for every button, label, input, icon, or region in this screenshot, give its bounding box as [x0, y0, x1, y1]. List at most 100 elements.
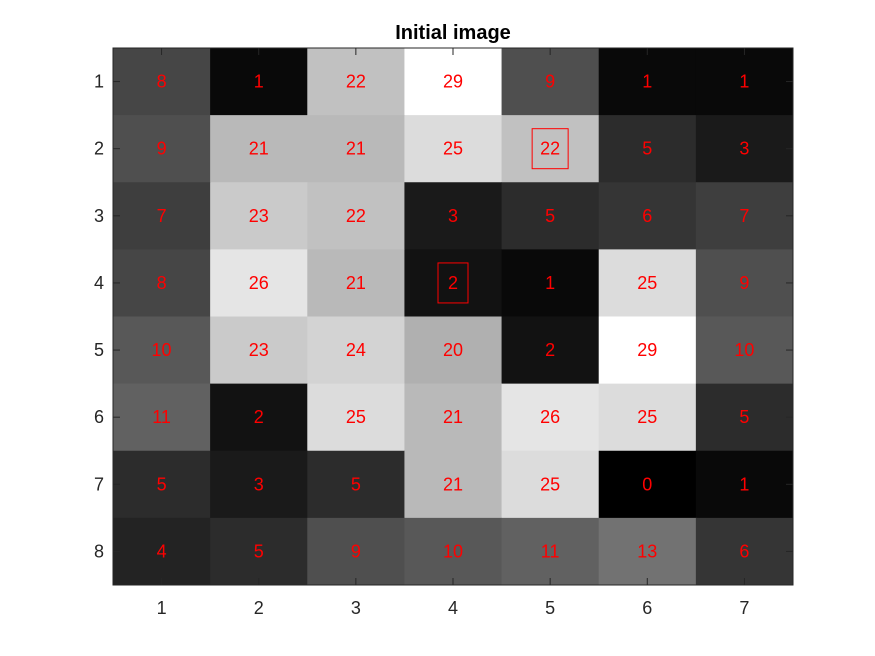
heatmap-cell [210, 450, 308, 519]
cell-value-label: 9 [157, 139, 167, 159]
heatmap-cell [695, 249, 794, 317]
heatmap-cell [307, 383, 405, 452]
x-tick-label: 3 [351, 598, 361, 618]
heatmap-cell [501, 316, 600, 385]
axis-ticks [113, 48, 793, 585]
heatmap-cell [695, 48, 794, 116]
cell-value-label: 3 [739, 139, 749, 159]
y-tick-label: 8 [94, 541, 104, 561]
cell-value-label: 5 [739, 407, 749, 427]
heatmap-cell [404, 182, 503, 250]
cell-value-label: 25 [540, 474, 560, 494]
heatmap-cell [598, 249, 697, 317]
heatmap-cell [210, 249, 308, 317]
heatmap-cell [695, 450, 794, 519]
y-axis-tick-labels: 1 2 3 4 5 6 7 8 [94, 72, 104, 562]
y-tick-label: 2 [94, 139, 104, 159]
heatmap-cell [210, 316, 308, 385]
cell-value-label: 29 [443, 72, 463, 92]
heatmap-cell [695, 316, 794, 385]
heatmap-cell [307, 450, 405, 519]
cell-value-label: 25 [637, 273, 657, 293]
cell-value-label: 10 [152, 340, 172, 360]
heatmap-cell [307, 48, 405, 116]
cell-value-label: 8 [157, 72, 167, 92]
y-tick-label: 3 [94, 206, 104, 226]
cell-value-label: 5 [351, 474, 361, 494]
heatmap-cell [404, 383, 503, 452]
cell-value-label: 22 [346, 72, 366, 92]
heatmap-cell [113, 249, 211, 317]
cell-value-label: 1 [254, 72, 264, 92]
cell-value-label: 23 [249, 206, 269, 226]
cell-value-label: 21 [346, 273, 366, 293]
cell-value-label: 23 [249, 340, 269, 360]
x-axis-tick-labels: 1 2 3 4 5 6 7 [157, 598, 750, 618]
cell-value-label: 25 [346, 407, 366, 427]
heatmap-cell [695, 517, 794, 586]
cell-value-label: 2 [448, 273, 458, 293]
heatmap-cell [113, 316, 211, 385]
cell-value-label: 1 [739, 72, 749, 92]
cell-value-label: 0 [642, 474, 652, 494]
highlight-box [437, 262, 469, 304]
heatmap-cell [113, 48, 211, 116]
cell-value-label: 26 [540, 407, 560, 427]
x-tick-label: 2 [254, 598, 264, 618]
cell-value-label: 22 [346, 206, 366, 226]
cell-value-label: 25 [637, 407, 657, 427]
heatmap-cell [307, 316, 405, 385]
heatmap-cell [598, 182, 697, 250]
heatmap-cell [210, 383, 308, 452]
cell-value-label: 1 [545, 273, 555, 293]
cell-value-label: 29 [637, 340, 657, 360]
cell-value-label: 21 [443, 474, 463, 494]
cell-value-label: 25 [443, 139, 463, 159]
cell-value-label: 9 [739, 273, 749, 293]
cell-value-label: 1 [642, 72, 652, 92]
heatmap-cell [210, 517, 308, 586]
heatmap-cell [598, 115, 697, 183]
cell-value-label: 22 [540, 139, 560, 159]
heatmap-cell [404, 450, 503, 519]
highlight-box [531, 128, 569, 170]
heatmap-cell [113, 450, 211, 519]
cell-value-label: 11 [152, 407, 171, 427]
heatmap-cell [404, 48, 503, 116]
cell-value-label: 7 [739, 206, 749, 226]
cell-value-label: 5 [545, 206, 555, 226]
cell-value-label: 21 [249, 139, 269, 159]
cell-value-label: 5 [254, 541, 264, 561]
chart-title: Initial image [395, 22, 511, 44]
heatmap-cell [210, 48, 308, 116]
heatmap-cell [598, 48, 697, 116]
heatmap-cell [307, 517, 405, 586]
cell-value-label: 10 [443, 541, 463, 561]
cell-value-label: 21 [443, 407, 463, 427]
heatmap-cell [695, 383, 794, 452]
y-tick-label: 4 [94, 273, 104, 293]
x-tick-label: 6 [642, 598, 652, 618]
cell-value-label: 5 [642, 139, 652, 159]
cell-value-label: 9 [351, 541, 361, 561]
heatmap-cell [404, 115, 503, 183]
heatmap-cell [501, 517, 600, 586]
cell-value-label: 10 [734, 340, 754, 360]
heatmap-cell [501, 383, 600, 452]
heatmap-cell [501, 48, 600, 116]
cell-value-label: 3 [448, 206, 458, 226]
cell-value-label: 13 [637, 541, 657, 561]
y-tick-label: 1 [94, 72, 104, 92]
heatmap-cell [598, 450, 697, 519]
cell-value-label: 11 [541, 541, 560, 561]
x-tick-label: 1 [157, 598, 167, 618]
cell-value-label: 21 [346, 139, 366, 159]
heatmap-cell [501, 450, 600, 519]
x-tick-label: 4 [448, 598, 458, 618]
cell-value-label: 20 [443, 340, 463, 360]
cell-value-label: 9 [545, 72, 555, 92]
heatmap-cell [404, 517, 503, 586]
heatmap-cell [404, 316, 503, 385]
